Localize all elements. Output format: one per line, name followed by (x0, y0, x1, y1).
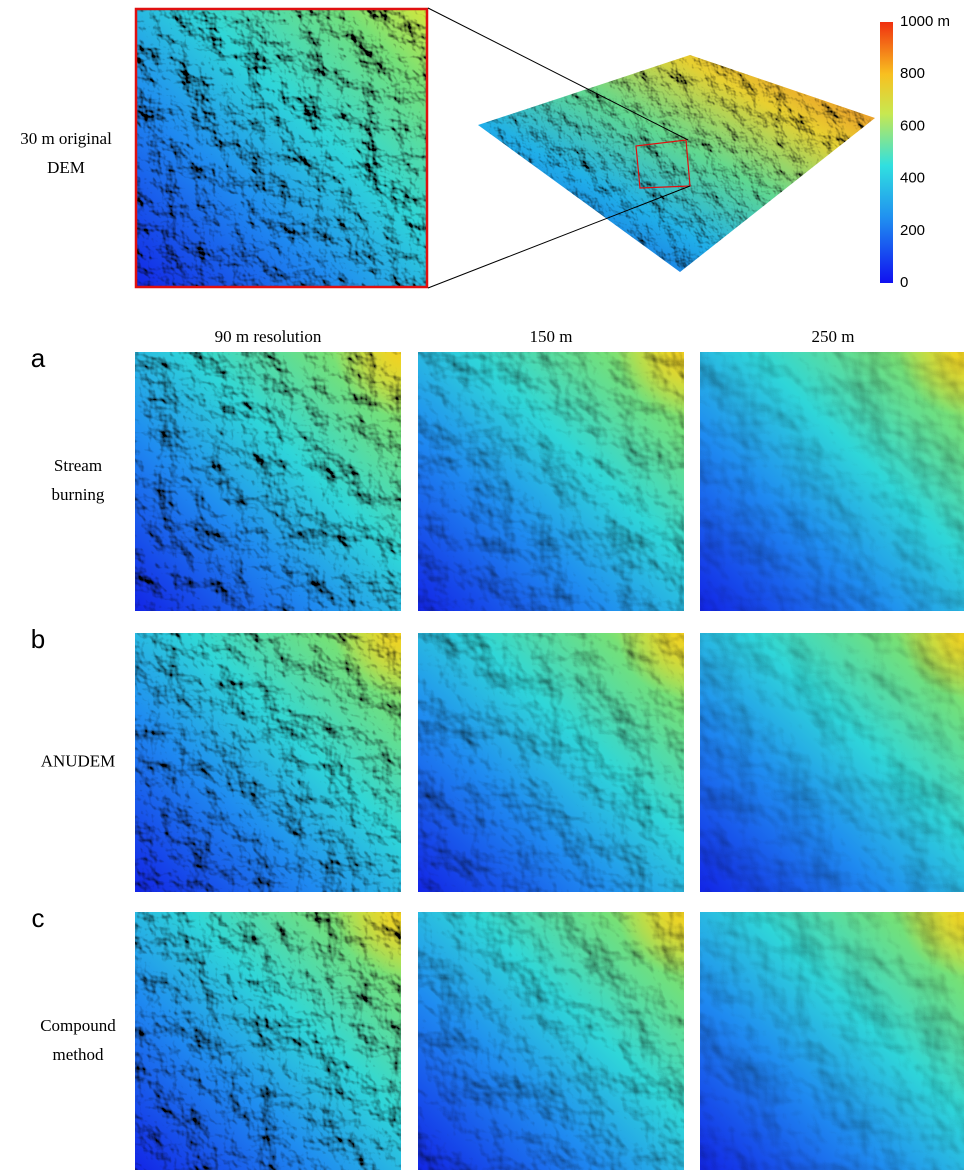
colorbar-tick-label: 0 (900, 274, 908, 291)
terrain-relief (700, 633, 964, 892)
dem-image (418, 352, 684, 611)
dem-image (135, 633, 401, 892)
column-header: 250 m (812, 327, 855, 346)
terrain-relief (418, 633, 684, 892)
row-label: Stream (54, 456, 102, 475)
dem-image (700, 912, 964, 1170)
colorbar-tick-label: 1000 m (900, 13, 950, 30)
column-header: 150 m (530, 327, 573, 346)
terrain-relief (418, 912, 684, 1170)
row-letter: a (31, 343, 46, 373)
colorbar (880, 22, 893, 283)
figure: 30 m original DEM 0 200 400 600 800 1000 m 90 … (0, 0, 964, 1170)
dem-image (418, 912, 684, 1170)
dem-image (135, 352, 401, 611)
row-letter: b (31, 624, 45, 654)
dem-3d (470, 50, 880, 280)
row-label: ANUDEM (41, 751, 116, 770)
column-header: 90 m resolution (215, 327, 322, 346)
row-label: method (53, 1045, 104, 1064)
terrain-relief (135, 912, 401, 1170)
colorbar-tick-label: 200 (900, 222, 925, 239)
colorbar-tick-label: 400 (900, 170, 925, 187)
inset-image (135, 8, 428, 288)
dem-image (700, 633, 964, 892)
dem-image (700, 352, 964, 611)
terrain-relief (700, 352, 964, 611)
row-letter: c (32, 903, 45, 933)
inset-label: 30 m original (20, 129, 112, 148)
colorbar-tick-label: 600 (900, 117, 925, 134)
terrain-relief (135, 352, 401, 611)
dem-image (418, 633, 684, 892)
row-label: burning (52, 485, 105, 504)
colorbar-tick-label: 800 (900, 65, 925, 82)
terrain-relief (135, 633, 401, 892)
terrain-relief (700, 912, 964, 1170)
inset-label: DEM (47, 158, 85, 177)
terrain-relief (418, 352, 684, 611)
row-label: Compound (40, 1016, 116, 1035)
dem-image (135, 912, 401, 1170)
